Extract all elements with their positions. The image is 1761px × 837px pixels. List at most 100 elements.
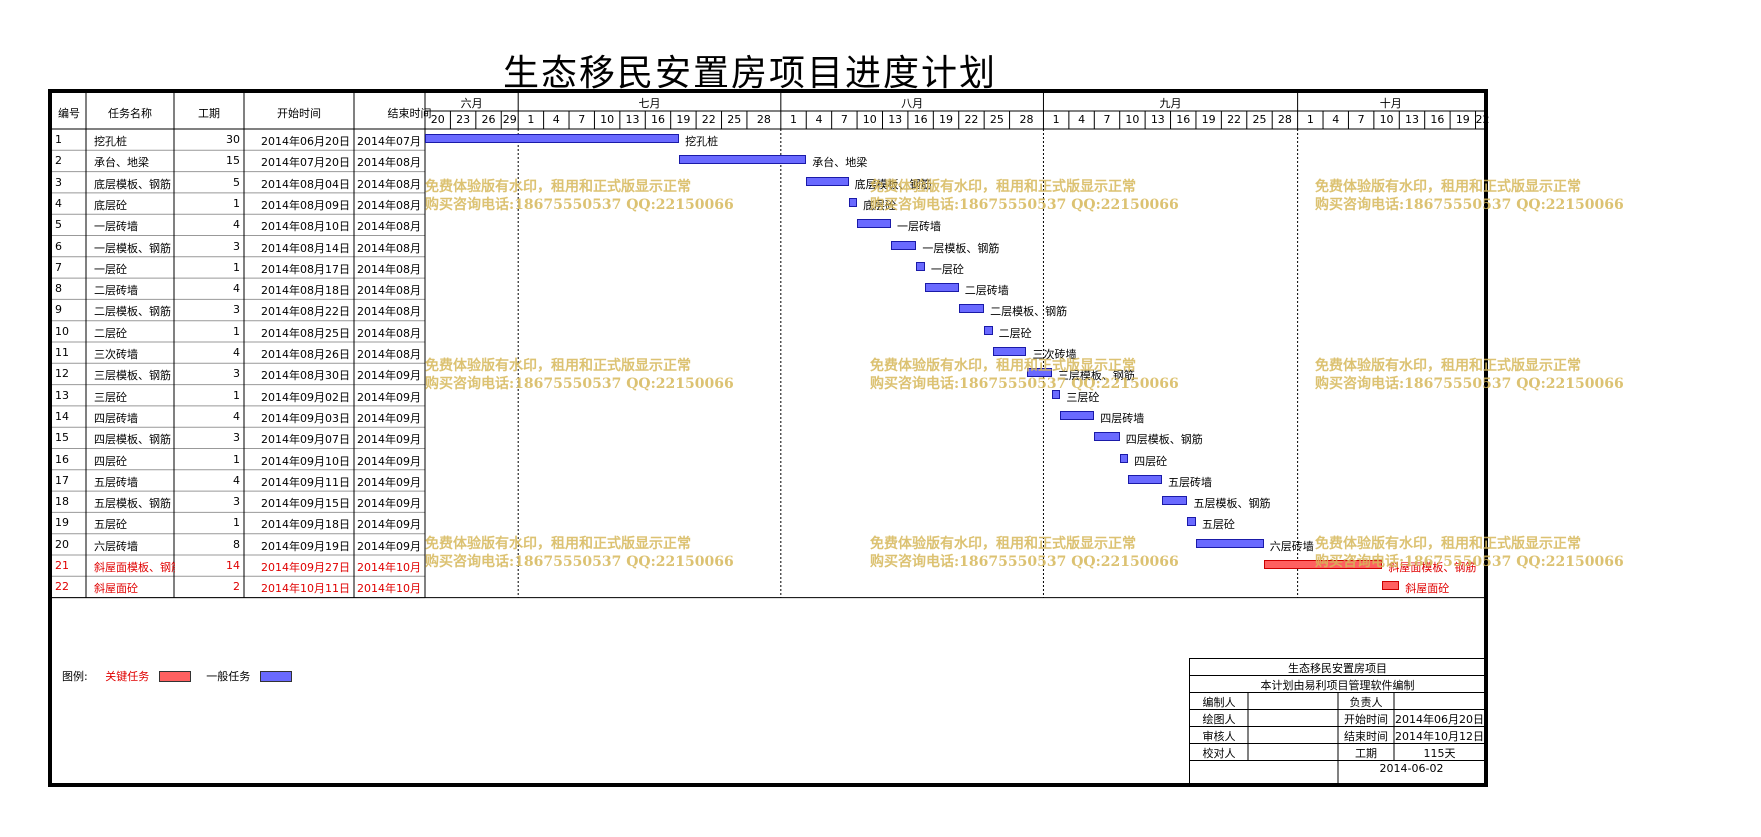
task-id: 3	[55, 175, 62, 189]
task-start: 2014年08月14日	[261, 241, 350, 255]
task-duration: 1	[233, 196, 240, 210]
task-start: 2014年08月10日	[261, 220, 350, 234]
task-end: 2014年08月16日	[357, 241, 421, 255]
day-tick-label: 10	[1125, 113, 1140, 126]
gantt-bar-label: 五层模板、钢筋	[1193, 497, 1271, 511]
day-tick-label: 4	[1078, 113, 1086, 126]
gantt-bar	[1060, 410, 1095, 420]
task-name: 四层模板、钢筋	[94, 433, 171, 447]
task-id: 14	[55, 409, 69, 423]
gantt-bar	[1094, 432, 1120, 442]
task-start: 2014年08月04日	[261, 177, 350, 191]
gantt-bar-label: 挖孔桩	[685, 135, 719, 148]
task-duration: 8	[233, 537, 240, 551]
task-name: 挖孔桩	[94, 135, 127, 148]
task-end: 2014年09月09日	[357, 433, 421, 447]
task-id: 7	[55, 260, 62, 274]
day-tick-label: 13	[1150, 113, 1165, 126]
gantt-bar-label: 一层砼	[930, 262, 964, 276]
legend: 图例: 关键任务 一般任务	[62, 668, 304, 684]
task-end: 2014年07月19日	[357, 135, 421, 148]
day-tick-label: 25	[989, 113, 1004, 126]
gantt-bar	[1162, 496, 1188, 506]
day-tick-label: 10	[1379, 113, 1394, 126]
gantt-lines	[52, 93, 1484, 599]
gantt-bar	[1119, 453, 1129, 463]
task-end: 2014年09月02日	[357, 390, 421, 404]
task-name: 底层砼	[94, 198, 127, 212]
day-tick-label: 1	[790, 113, 798, 126]
day-tick-label: 7	[578, 113, 586, 126]
day-tick-label: 20	[430, 113, 445, 126]
task-id: 15	[55, 431, 69, 445]
task-end: 2014年08月25日	[357, 326, 421, 340]
task-end: 2014年08月17日	[357, 262, 421, 276]
day-tick-label: 22	[1227, 113, 1242, 126]
task-duration: 14	[226, 559, 240, 572]
day-tick-label: 23	[456, 113, 471, 126]
task-end: 2014年09月18日	[357, 518, 421, 532]
gantt-bar	[857, 219, 891, 229]
day-tick-label: 7	[1357, 113, 1365, 126]
task-name: 四层砼	[94, 454, 127, 468]
task-start: 2014年06月20日	[261, 135, 350, 148]
task-end: 2014年08月29日	[357, 348, 421, 361]
gantt-bar-label: 五层砼	[1201, 518, 1235, 532]
task-name: 五层模板、钢筋	[94, 497, 171, 511]
task-name: 二层砖墙	[94, 284, 138, 298]
task-start: 2014年08月09日	[261, 198, 350, 212]
gantt-bar-label: 承台、地梁	[812, 156, 868, 170]
task-duration: 3	[233, 495, 240, 509]
day-tick-label: 25	[727, 113, 742, 126]
task-name: 一层砖墙	[94, 220, 138, 234]
gantt-bar-label: 二层砖墙	[964, 284, 1009, 298]
legend-label: 图例:	[62, 670, 88, 683]
day-tick-label: 13	[1404, 113, 1419, 126]
info-editor-label: 编制人	[1202, 696, 1236, 709]
legend-normal-swatch	[259, 670, 292, 682]
task-id: 17	[55, 473, 69, 487]
day-tick-label: 28	[1019, 113, 1034, 126]
task-start: 2014年09月11日	[261, 475, 350, 489]
info-drawer-label: 绘图人	[1202, 713, 1236, 726]
day-tick-label: 16	[1430, 113, 1445, 126]
page-title: 生态移民安置房项目进度计划	[502, 53, 997, 94]
day-tick-label: 16	[1176, 113, 1191, 126]
gantt-bar-label: 三层砼	[1066, 390, 1100, 404]
gantt-bar	[984, 325, 993, 335]
task-id: 18	[55, 495, 69, 509]
gantt-bar-label: 四层砼	[1134, 454, 1168, 468]
task-start: 2014年09月03日	[261, 411, 350, 425]
info-note: 本计划由易利项目管理软件编制	[1260, 679, 1415, 692]
task-duration: 1	[233, 452, 240, 466]
col-header-end: 结束时间	[387, 107, 432, 120]
task-end: 2014年10月12日	[357, 582, 421, 596]
task-id: 4	[55, 196, 62, 210]
task-end: 2014年08月08日	[357, 177, 421, 191]
day-tick-label: 4	[552, 113, 560, 126]
gantt-bar-label: 六层砖墙	[1269, 539, 1314, 553]
day-tick-label: 22	[1475, 113, 1490, 126]
day-tick-label: 26	[481, 113, 496, 126]
day-tick-label: 10	[600, 113, 615, 126]
info-block: 生态移民安置房项目 本计划由易利项目管理软件编制 编制人 负责人 绘图人 开始时…	[1189, 658, 1485, 785]
task-duration: 30	[226, 133, 240, 146]
task-duration: 1	[233, 260, 240, 274]
task-end: 2014年09月17日	[357, 497, 421, 511]
gantt-bar	[958, 304, 985, 314]
day-tick-label: 16	[650, 113, 665, 126]
day-tick-label: 19	[1455, 113, 1470, 126]
task-duration: 1	[233, 388, 240, 402]
task-name: 二层模板、钢筋	[94, 305, 171, 319]
gantt-frame	[48, 89, 1488, 787]
task-end: 2014年08月21日	[357, 284, 421, 298]
task-name: 三次砖墙	[94, 348, 138, 361]
task-duration: 3	[233, 367, 240, 381]
day-tick-label: 4	[815, 113, 823, 126]
task-start: 2014年09月19日	[261, 539, 350, 553]
task-start: 2014年09月27日	[261, 561, 350, 574]
day-tick-label: 16	[913, 113, 928, 126]
task-name: 斜屋面砼	[94, 582, 138, 596]
day-tick-label: 28	[756, 113, 771, 126]
info-end-value: 2014年10月12日	[1395, 730, 1484, 743]
